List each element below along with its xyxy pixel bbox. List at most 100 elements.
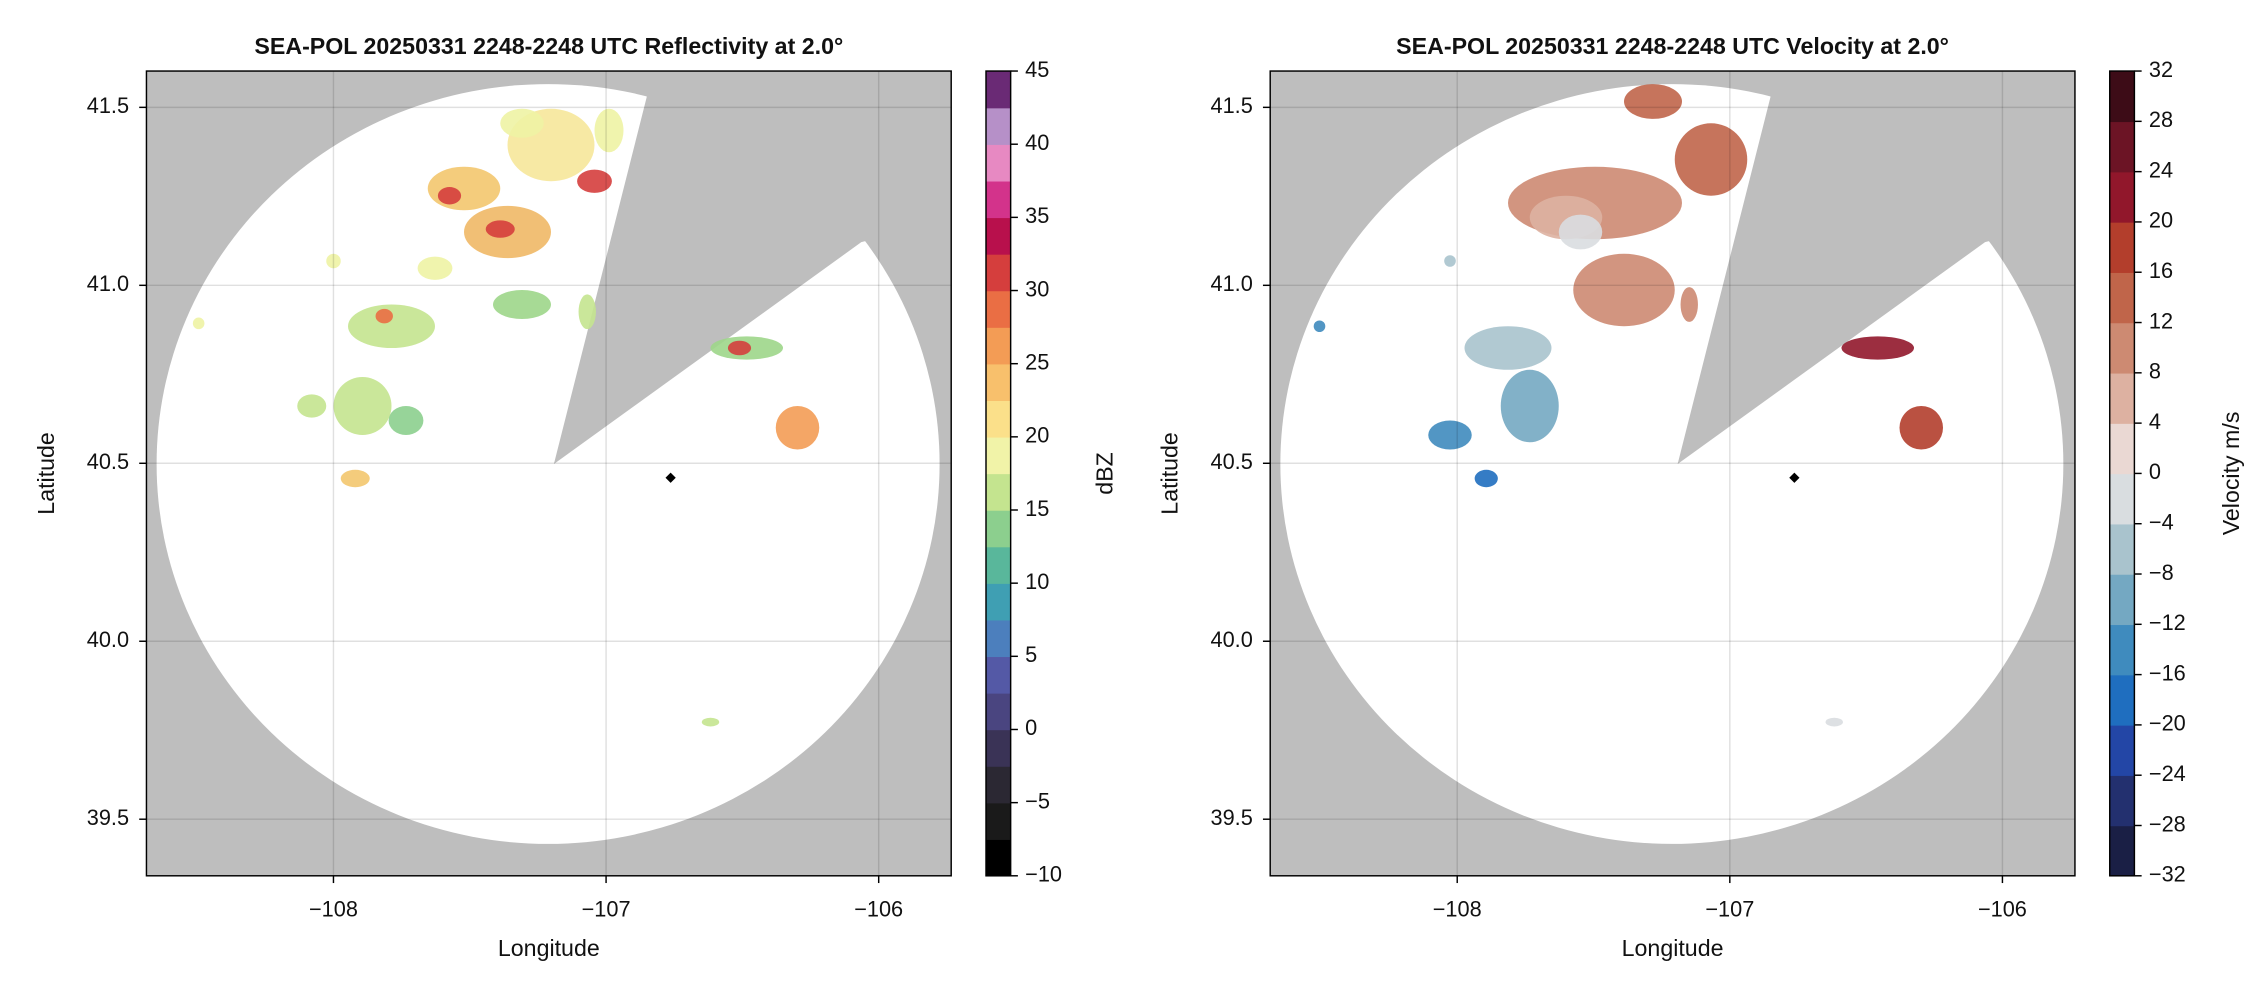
x-axis-label: Longitude <box>498 935 600 961</box>
colorbar-band <box>986 436 1011 475</box>
colorbar-band <box>986 692 1011 731</box>
echo <box>375 308 393 324</box>
colorbar-band <box>986 180 1011 219</box>
colorbar-tick-label: −4 <box>2149 509 2174 534</box>
colorbar-band <box>2109 322 2135 374</box>
echo <box>578 294 596 330</box>
blocked-sector <box>1677 71 2075 464</box>
echo <box>437 187 462 205</box>
colorbar-tick-label: 28 <box>2149 107 2173 132</box>
colorbar-tick-label: 10 <box>1025 569 1049 594</box>
axes-frame <box>1269 70 2076 877</box>
echo <box>1428 420 1472 450</box>
colorbar-tick-label: 35 <box>1025 203 1049 228</box>
axes-frame <box>145 70 952 877</box>
colorbar-band <box>986 839 1011 877</box>
colorbar-tick-label: 8 <box>2149 359 2161 384</box>
colorbar-band <box>986 583 1011 621</box>
echo <box>326 253 341 269</box>
echo <box>1680 287 1698 322</box>
echo <box>417 256 453 280</box>
echo <box>1474 469 1498 488</box>
echo <box>1573 253 1675 327</box>
colorbar-band <box>986 217 1011 255</box>
colorbar-label: dBZ <box>1091 452 1117 495</box>
echo <box>1841 336 1914 360</box>
plot-area <box>1270 71 2075 876</box>
x-tick-label: −108 <box>309 896 358 921</box>
echo <box>1500 369 1559 443</box>
colorbar-band <box>986 656 1011 694</box>
colorbar-tick-label: −10 <box>1025 862 1062 887</box>
colorbar-tick-label: 30 <box>1025 276 1049 301</box>
colorbar-band <box>986 327 1011 365</box>
colorbar-band <box>2109 171 2135 223</box>
site-marker <box>1789 472 1800 483</box>
colorbar-band <box>2109 71 2135 123</box>
echo <box>1825 717 1843 727</box>
y-tick-label: 39.5 <box>1210 805 1252 830</box>
x-tick-label: −108 <box>1433 896 1482 921</box>
colorbar-band <box>2109 372 2135 424</box>
colorbar-band <box>2109 272 2135 324</box>
colorbar-tick-label: 12 <box>2149 308 2173 333</box>
echo <box>485 220 515 238</box>
colorbar-band <box>2109 674 2135 726</box>
chart-title: SEA-POL 20250331 2248-2248 UTC Reflectiv… <box>254 33 843 59</box>
echo <box>493 289 552 319</box>
colorbar-band <box>2109 423 2135 475</box>
colorbar-band <box>2109 221 2135 273</box>
echo <box>1674 123 1748 196</box>
colorbar-tick-label: −12 <box>2149 610 2186 635</box>
colorbar-band <box>986 766 1011 804</box>
colorbar-tick-label: 24 <box>2149 157 2173 182</box>
chart-title: SEA-POL 20250331 2248-2248 UTC Velocity … <box>1396 33 1949 59</box>
colorbar-band <box>2109 523 2135 575</box>
echo <box>1464 326 1552 370</box>
y-axis-label: Latitude <box>33 432 59 515</box>
y-axis-label: Latitude <box>1157 432 1183 515</box>
colorbar-tick-label: −28 <box>2149 811 2186 836</box>
colorbar-tick-label: 4 <box>2149 409 2161 434</box>
colorbar-tick-label: −8 <box>2149 560 2174 585</box>
colorbar-tick-label: 40 <box>1025 130 1049 155</box>
colorbar-band <box>2109 121 2135 173</box>
y-tick-label: 40.5 <box>1210 449 1252 474</box>
colorbar-band <box>2109 775 2135 827</box>
colorbar-band <box>2109 624 2135 676</box>
panel: −108 −107 −106 39.5 40.0 40.5 41.0 41.5 SEA-POL … <box>33 33 1117 961</box>
y-tick-label: 41.0 <box>1210 271 1252 296</box>
colorbar-tick-label: 0 <box>1025 715 1037 740</box>
colorbar-tick-label: −32 <box>2149 862 2186 887</box>
echo <box>594 108 624 153</box>
site-marker <box>665 472 676 483</box>
echo <box>348 304 436 348</box>
echo <box>427 166 501 211</box>
colorbar-tick-label: 20 <box>2149 208 2173 233</box>
colorbar-label: Velocity m/s <box>2218 412 2244 536</box>
echo <box>388 405 424 435</box>
x-tick-label: −107 <box>1705 896 1754 921</box>
colorbar-band <box>986 619 1011 658</box>
echo <box>1899 405 1943 450</box>
colorbar-tick-label: 20 <box>1025 423 1049 448</box>
colorbar-band <box>986 546 1011 584</box>
colorbar-band <box>986 253 1011 292</box>
colorbar-tick-label: −20 <box>2149 711 2186 736</box>
colorbar-tick-label: 15 <box>1025 496 1049 521</box>
colorbar-band <box>986 107 1011 145</box>
colorbar-tick-label: −24 <box>2149 761 2186 786</box>
x-tick-label: −106 <box>854 896 903 921</box>
x-tick-label: −106 <box>1978 896 2027 921</box>
colorbar-band <box>986 144 1011 182</box>
echo <box>500 108 544 138</box>
y-tick-label: 41.0 <box>87 271 129 296</box>
echo <box>1444 255 1456 267</box>
colorbar-band <box>986 290 1011 328</box>
colorbar-band <box>2109 825 2135 877</box>
colorbar-tick-label: −5 <box>1025 788 1050 813</box>
colorbar-tick-label: 0 <box>2149 459 2161 484</box>
colorbar-tick-label: 5 <box>1025 642 1037 667</box>
colorbar-band <box>986 71 1011 109</box>
